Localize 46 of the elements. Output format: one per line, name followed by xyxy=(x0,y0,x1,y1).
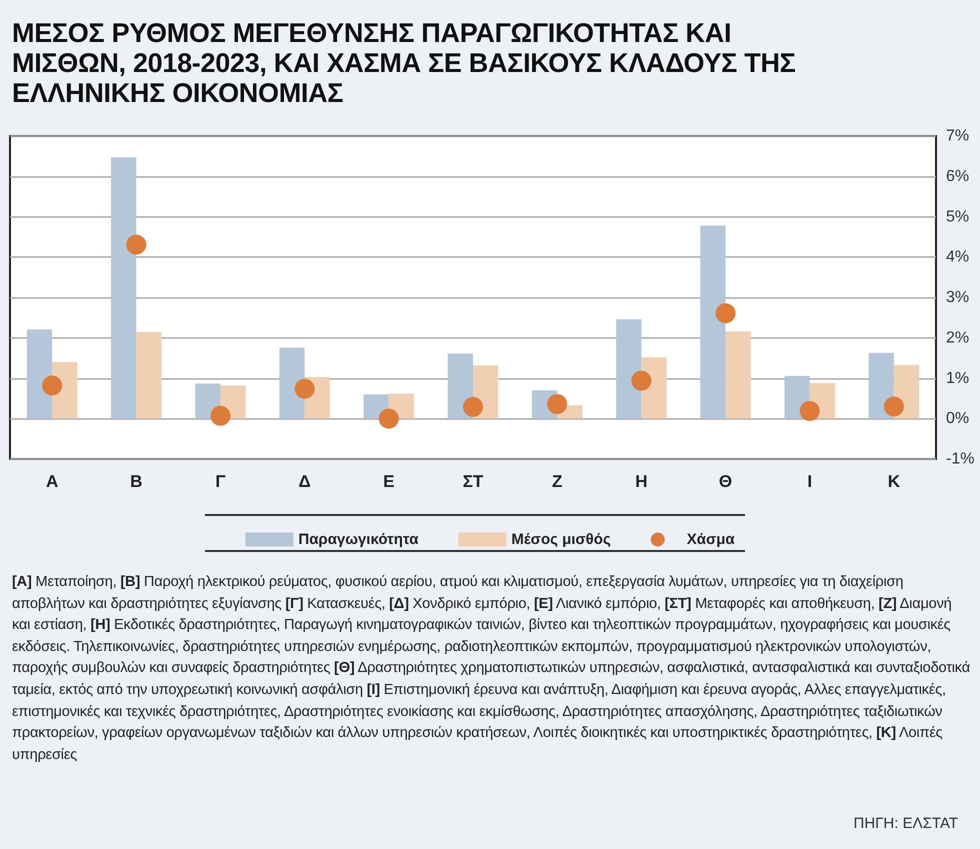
x-tick-label: Α xyxy=(46,472,58,491)
point xyxy=(42,376,62,396)
legend-label: Χάσμα xyxy=(686,531,736,548)
point xyxy=(210,406,230,426)
bar xyxy=(726,331,751,419)
point xyxy=(631,370,652,391)
x-tick-label: Θ xyxy=(718,472,732,491)
x-tick-label: ΣΤ xyxy=(462,472,484,491)
bar xyxy=(136,332,162,419)
y-tick-label: 5% xyxy=(946,208,970,226)
point xyxy=(294,378,315,399)
legend-label: Παραγωγικότητα xyxy=(298,531,420,548)
y-tick-label: 4% xyxy=(946,248,970,266)
bar xyxy=(700,226,726,419)
x-tick-label: Γ xyxy=(215,472,226,491)
y-tick-label: 1% xyxy=(946,370,970,387)
bar xyxy=(279,348,305,419)
bar xyxy=(448,354,473,419)
bar xyxy=(616,319,642,419)
y-tick-label: 2% xyxy=(946,329,970,346)
bar xyxy=(26,329,52,419)
point xyxy=(800,400,820,421)
text: ΠΗΓΗ: ΕΛΣΤΑΤ xyxy=(854,815,958,832)
x-tick-label: Β xyxy=(130,472,142,491)
point xyxy=(884,396,904,417)
point xyxy=(126,234,146,255)
point xyxy=(378,408,399,429)
point xyxy=(716,303,736,324)
point xyxy=(547,394,568,414)
x-tick-label: Ι xyxy=(807,472,812,491)
y-tick-label: 6% xyxy=(946,168,970,185)
y-tick-label: 0% xyxy=(946,410,970,428)
x-tick-label: Ε xyxy=(383,472,394,491)
chart-title: ΜΕΣΟΣ ΡΥΘΜΟΣ ΜΕΓΕΘΥΝΣΗΣ ΠΑΡΑΓΩΓΙΚΟΤΗΤΑΣ ΚΑΙ ΜΙΣΘΩΝ, 2018-2023, ΚΑΙ ΧΑΣΜΑ ΣΕ ΒΑΣΙΚΟΥΣ ΚΛΑΔΟΥΣ ΤΗΣ ΕΛΛΗΝΙΚΗΣ ΟΙΚΟΝΟΜΙΑΣ xyxy=(12,18,797,108)
legend-label: Μέσος μισθός xyxy=(511,531,611,548)
point xyxy=(463,396,483,417)
bar xyxy=(111,157,136,419)
y-tick-label: -1% xyxy=(946,450,974,468)
x-tick-label: Κ xyxy=(888,472,901,491)
x-tick-label: Δ xyxy=(298,472,311,491)
y-tick-label: 3% xyxy=(946,289,970,306)
x-tick-label: Η xyxy=(635,472,648,491)
y-tick-label: 7% xyxy=(946,128,970,144)
x-tick-label: Ζ xyxy=(552,472,562,491)
bar xyxy=(868,352,894,419)
text: [Α] Μεταποίηση, [Β] Παροχή ηλεκτρικού ρεύματος, φυσικού αερίου, ατμού και κλιματισμού, επεξεργασία λυμάτων, υπηρεσίες για τη διαχείριση αποβλήτων και δραστηριότητες εξυγίανσης [Γ] Κατασκευές, [Δ] Χονδρικό εμπόριο, [Ε] Λιανικό εμπόριο, [ΣΤ] Μεταφορές και αποθήκευση, [Ζ] Διαμονή και εστίαση, [Η] Εκδοτικές δραστηριότητες, Παραγωγή κινηματογραφικών ταινιών, βίντεο και τηλεοπτικών προγραμμάτων, ηχογραφήσεις και μουσικές εκδόσεις. Τηλεπικοινωνίες, δραστηριότητες υπηρεσιών ενημέρωσης, ραδιοτηλεοπτικών εκπομπών, προγραμματισμού ηλεκτρονικών υπολογιστών, παροχής συμβουλών και συναφείς δραστηριότητες [Θ] Δραστηριότητες χρηματοπιστωτικών υπηρεσιών, ασφαλιστικά, αντασφαλιστικά και συνταξιοδοτικά ταμεία, εκτός από την υποχρεωτική κοινωνική ασφάλιση [Ι] Επιστημονική έρευνα και ανάπτυξη, Διαφήμιση και έρευνα αγοράς, Αλλες επαγγελματικές, επιστημονικές και τεχνικές δραστηριότητες, Δραστηριότητες ενοικίασης και εκμίσθωσης, Δραστηριότητες απασχόλησης, Δραστηριότητες ταξιδιωτικών πρακτορείων, γραφείων οργανωμένων ταξιδιών και άλλων υπηρεσιών κρατήσεων, Λοιπές διοικητικές και υποστηρικτικές δραστηριότητες, [Κ] Λοιπές υπηρεσίες xyxy=(12,574,970,763)
